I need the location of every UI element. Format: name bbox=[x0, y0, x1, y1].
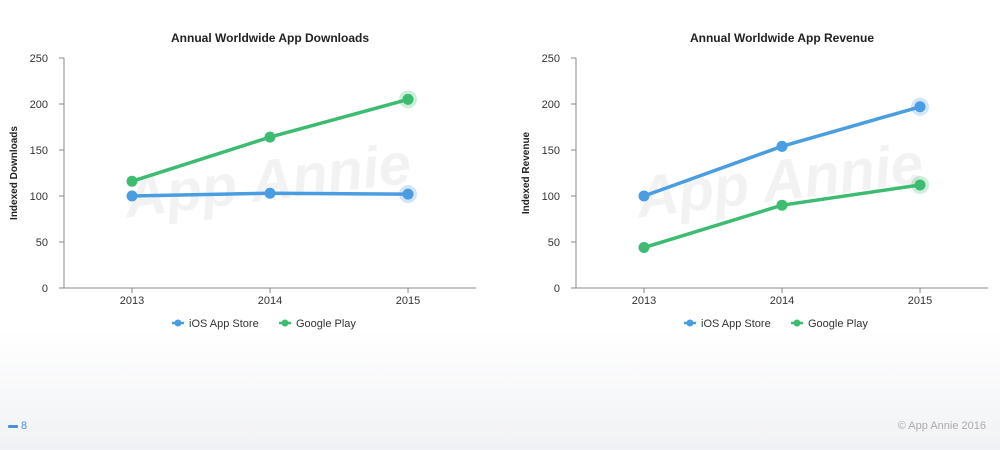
x-tick-label: 2014 bbox=[258, 295, 282, 307]
legend-marker-google bbox=[793, 319, 801, 327]
data-point-ios bbox=[914, 101, 926, 113]
data-point-google bbox=[126, 175, 138, 187]
data-point-google bbox=[402, 93, 414, 105]
y-axis-label: Indexed Revenue bbox=[521, 131, 532, 214]
y-tick-label: 200 bbox=[542, 99, 560, 111]
y-tick-label: 50 bbox=[548, 237, 560, 249]
legend-marker-ios bbox=[686, 319, 694, 327]
data-point-google bbox=[776, 199, 788, 211]
y-tick-label: 250 bbox=[30, 53, 48, 65]
legend-marker-google bbox=[281, 319, 289, 327]
y-tick-label: 150 bbox=[30, 145, 48, 157]
data-point-google bbox=[264, 131, 276, 143]
page-number: 8 bbox=[21, 420, 28, 432]
y-tick-label: 200 bbox=[30, 99, 48, 111]
legend-label-google: Google Play bbox=[296, 318, 356, 330]
legend-label-ios: iOS App Store bbox=[701, 318, 771, 330]
data-point-ios bbox=[776, 140, 788, 152]
data-point-google bbox=[638, 242, 650, 254]
y-tick-label: 100 bbox=[542, 191, 560, 203]
chart-title: Annual Worldwide App Revenue bbox=[690, 31, 874, 45]
page-indicator: 8 bbox=[8, 420, 27, 432]
chart-title: Annual Worldwide App Downloads bbox=[171, 31, 369, 45]
x-tick-label: 2013 bbox=[120, 295, 144, 307]
x-tick-label: 2014 bbox=[770, 295, 794, 307]
y-tick-label: 100 bbox=[30, 191, 48, 203]
data-point-google bbox=[914, 179, 926, 191]
downloads-chart: App Annie Annual Worldwide App Downloads I… bbox=[9, 31, 476, 330]
y-tick-label: 50 bbox=[36, 237, 48, 249]
watermark-text: App Annie bbox=[119, 131, 415, 231]
x-tick-label: 2015 bbox=[396, 295, 420, 307]
legend-label-ios: iOS App Store bbox=[189, 318, 259, 330]
data-point-ios bbox=[264, 187, 276, 199]
y-tick-label: 0 bbox=[554, 283, 560, 295]
data-point-ios bbox=[638, 190, 650, 202]
legend-label-google: Google Play bbox=[808, 318, 868, 330]
page-indicator-bar bbox=[8, 424, 18, 428]
x-tick-label: 2013 bbox=[632, 295, 656, 307]
y-tick-label: 0 bbox=[42, 283, 48, 295]
data-point-ios bbox=[126, 190, 138, 202]
x-tick-label: 2015 bbox=[908, 295, 932, 307]
y-tick-label: 150 bbox=[542, 145, 560, 157]
y-tick-label: 250 bbox=[542, 53, 560, 65]
legend-marker-ios bbox=[174, 319, 182, 327]
data-point-ios bbox=[402, 188, 414, 200]
y-axis-label: Indexed Downloads bbox=[9, 126, 20, 220]
copyright-text: © App Annie 2016 bbox=[897, 420, 986, 432]
